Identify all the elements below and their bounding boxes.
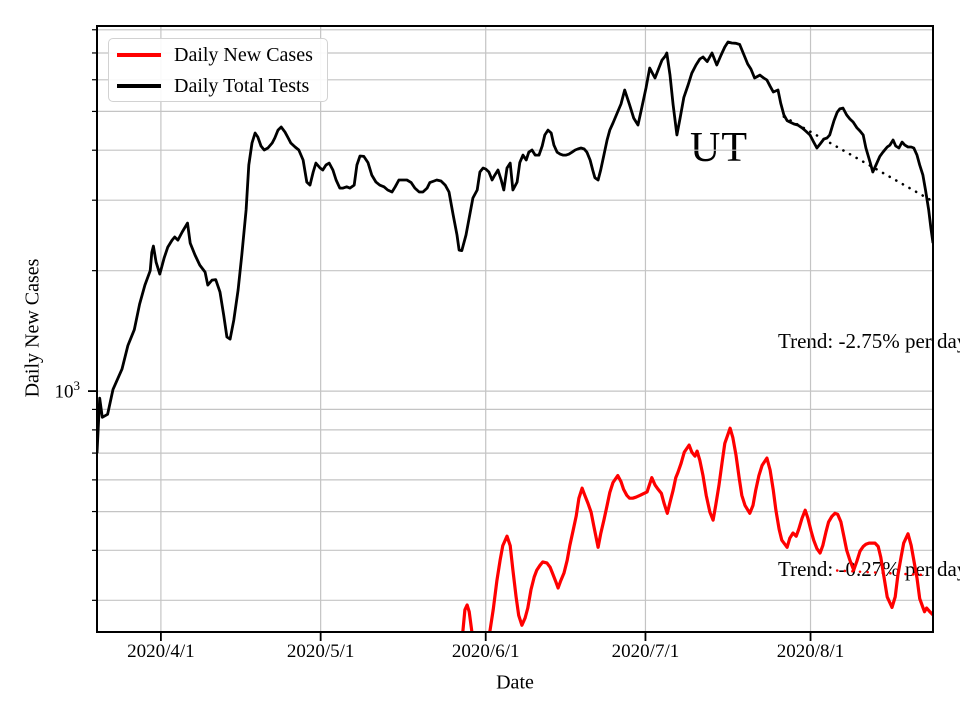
legend-line-swatch-red (117, 52, 161, 57)
axis-ticks (88, 29, 812, 641)
legend-label: Daily New Cases (174, 43, 313, 66)
legend-line-swatch-black (117, 83, 161, 88)
grid-lines (97, 26, 933, 632)
legend-box: Daily New Cases Daily Total Tests (108, 38, 328, 102)
legend-entry-daily-new-cases: Daily New Cases (117, 42, 327, 68)
cases-trend-dotted-line (835, 569, 927, 577)
plot-frame (96, 25, 934, 633)
series-daily-total-tests (97, 40, 933, 454)
legend-label: Daily Total Tests (174, 74, 310, 97)
legend-entry-daily-total-tests: Daily Total Tests (117, 73, 327, 99)
series-daily-new-cases (460, 426, 933, 632)
